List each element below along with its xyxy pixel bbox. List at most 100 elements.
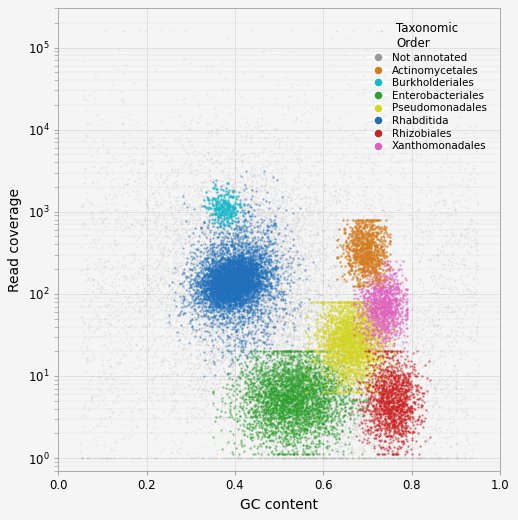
Point [283, 133, 291, 141]
Point [280, 275, 288, 283]
Point [189, 324, 197, 333]
Point [327, 454, 335, 462]
Point [287, 411, 296, 420]
Point [254, 280, 262, 289]
Point [347, 366, 355, 374]
Point [240, 308, 248, 317]
Point [322, 349, 330, 357]
Point [375, 329, 383, 337]
Point [191, 233, 199, 241]
Point [273, 267, 281, 275]
Point [182, 134, 190, 142]
Point [229, 321, 238, 330]
Point [291, 252, 299, 260]
Point [173, 328, 181, 336]
Point [219, 241, 227, 249]
Point [245, 217, 253, 225]
Point [238, 394, 247, 402]
Point [320, 411, 328, 419]
Point [406, 379, 414, 387]
Point [353, 330, 362, 338]
Point [226, 302, 235, 310]
Point [221, 283, 229, 292]
Point [281, 364, 290, 372]
Point [347, 366, 355, 374]
Point [355, 352, 364, 360]
Point [303, 390, 311, 398]
Point [234, 268, 242, 276]
Point [220, 356, 228, 364]
Point [224, 198, 233, 206]
Point [208, 279, 217, 287]
Point [169, 229, 178, 237]
Point [340, 388, 349, 396]
Point [406, 383, 414, 391]
Point [178, 203, 186, 211]
Point [256, 293, 264, 302]
Point [310, 262, 319, 270]
Point [246, 245, 254, 253]
Point [242, 270, 251, 278]
Point [306, 435, 314, 443]
Point [234, 270, 242, 278]
Point [265, 364, 274, 372]
Point [225, 316, 234, 324]
Point [388, 281, 397, 290]
Point [337, 388, 345, 397]
Point [397, 397, 406, 406]
Point [366, 280, 375, 289]
Point [351, 395, 359, 404]
Point [241, 266, 250, 274]
Point [210, 282, 218, 290]
Point [378, 286, 386, 294]
Point [339, 319, 347, 328]
Point [251, 297, 259, 306]
Point [383, 310, 392, 319]
Point [155, 297, 164, 306]
Point [291, 266, 299, 275]
Point [260, 271, 268, 280]
Point [220, 280, 228, 288]
Point [234, 306, 242, 315]
Point [398, 391, 407, 399]
Point [230, 263, 238, 271]
Point [310, 382, 318, 391]
Point [357, 345, 366, 353]
Point [253, 265, 261, 274]
Point [135, 190, 143, 199]
Point [249, 282, 257, 290]
Point [241, 295, 250, 303]
Point [197, 372, 205, 381]
Point [353, 225, 362, 233]
Point [321, 394, 329, 402]
Point [359, 330, 368, 339]
Point [385, 265, 394, 274]
Point [376, 222, 384, 230]
Point [305, 265, 313, 273]
Point [223, 262, 232, 270]
Point [214, 285, 222, 294]
Point [301, 421, 310, 429]
Point [229, 279, 237, 287]
Point [309, 454, 318, 462]
Point [274, 420, 282, 428]
Point [206, 276, 214, 284]
Point [255, 392, 263, 400]
Point [433, 146, 441, 154]
Point [376, 400, 384, 409]
Point [192, 298, 200, 307]
Point [225, 279, 234, 287]
Point [243, 270, 252, 278]
Point [218, 240, 226, 249]
Point [223, 267, 231, 275]
Point [255, 252, 263, 260]
Point [427, 429, 435, 437]
Point [212, 285, 220, 293]
Point [222, 282, 231, 290]
Point [348, 367, 356, 375]
Point [281, 276, 289, 284]
Point [281, 294, 289, 303]
Point [202, 291, 210, 299]
Point [255, 362, 263, 371]
Point [226, 303, 234, 311]
